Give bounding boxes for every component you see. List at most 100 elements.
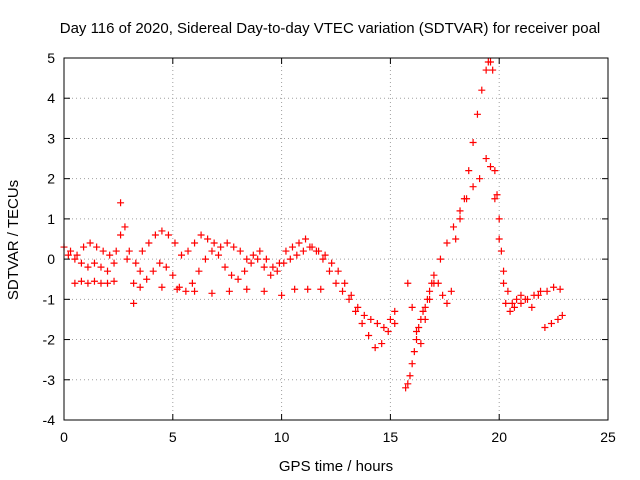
data-point (214, 251, 222, 259)
data-point (469, 138, 477, 146)
data-point (260, 263, 268, 271)
axis-ticks (63, 57, 609, 421)
data-point (106, 251, 114, 259)
y-tick-label: 1 (47, 211, 55, 227)
x-tick-label: 25 (600, 429, 616, 445)
data-point (64, 251, 72, 259)
data-point (67, 247, 75, 255)
data-point (278, 291, 286, 299)
data-point (456, 215, 464, 223)
y-tick-label: 4 (47, 90, 55, 106)
data-point (486, 58, 494, 66)
data-point (269, 263, 277, 271)
data-point (130, 299, 138, 307)
data-point (317, 285, 325, 293)
data-point (360, 311, 368, 319)
data-point (158, 283, 166, 291)
x-tick-label: 0 (60, 429, 68, 445)
data-point (491, 167, 499, 175)
data-point (521, 295, 529, 303)
data-point (132, 259, 140, 267)
data-point (550, 283, 558, 291)
data-point (493, 191, 501, 199)
data-point (386, 315, 394, 323)
x-tick-label: 20 (491, 429, 507, 445)
grid-lines (64, 58, 608, 420)
data-point (256, 247, 264, 255)
data-point (93, 243, 101, 251)
data-point (328, 259, 336, 267)
data-point (299, 247, 307, 255)
data-point (293, 251, 301, 259)
data-point (110, 277, 118, 285)
data-point (143, 275, 151, 283)
data-point (110, 259, 118, 267)
data-point (367, 315, 375, 323)
data-point (419, 307, 427, 315)
tick-labels: 0 5 10 15 20 25 -4 -3 -2 -1 0 1 2 3 4 5 (43, 50, 616, 445)
data-point (162, 263, 170, 271)
data-point (478, 86, 486, 94)
data-point (473, 110, 481, 118)
data-point (169, 271, 177, 279)
data-point (306, 243, 314, 251)
y-tick-label: -2 (43, 332, 56, 348)
data-point (77, 277, 85, 285)
data-point (513, 295, 521, 303)
data-point (321, 251, 329, 259)
data-point (452, 235, 460, 243)
y-tick-label: 3 (47, 130, 55, 146)
data-point (547, 319, 555, 327)
data-point (136, 283, 144, 291)
data-point (267, 271, 275, 279)
data-point (426, 295, 434, 303)
data-point (84, 279, 92, 287)
data-point (173, 285, 181, 293)
data-point (197, 231, 205, 239)
data-point (489, 66, 497, 74)
data-point (125, 247, 133, 255)
y-tick-label: 5 (47, 50, 55, 66)
data-point (332, 279, 340, 287)
data-point (430, 279, 438, 287)
data-point (71, 255, 79, 263)
data-point (421, 315, 429, 323)
data-point (517, 291, 525, 299)
data-point (391, 307, 399, 315)
data-point (415, 323, 423, 331)
y-axis-label: SDTVAR / TECUs (5, 180, 22, 300)
data-point (373, 319, 381, 327)
data-points (60, 58, 566, 392)
data-point (421, 303, 429, 311)
data-point (80, 243, 88, 251)
data-point (558, 311, 566, 319)
data-point (273, 267, 281, 275)
x-tick-label: 5 (169, 429, 177, 445)
x-tick-label: 10 (274, 429, 290, 445)
data-point (121, 223, 129, 231)
data-point (402, 384, 410, 392)
data-point (136, 267, 144, 275)
chart-title: Day 116 of 2020, Sidereal Day-to-day VTE… (60, 20, 601, 37)
data-point (341, 279, 349, 287)
data-point (500, 279, 508, 287)
data-point (182, 287, 190, 295)
data-point (204, 235, 212, 243)
data-point (543, 287, 551, 295)
data-point (123, 255, 131, 263)
data-point (410, 348, 418, 356)
data-point (371, 344, 379, 352)
data-point (302, 235, 310, 243)
data-point (99, 247, 107, 255)
y-tick-label: -4 (43, 412, 56, 428)
data-point (97, 263, 105, 271)
data-point (476, 175, 484, 183)
data-point (73, 251, 81, 259)
data-point (130, 279, 138, 287)
data-point (286, 255, 294, 263)
data-point (391, 319, 399, 327)
data-point (430, 271, 438, 279)
data-point (149, 267, 157, 275)
y-tick-label: -1 (43, 291, 56, 307)
data-point (556, 285, 564, 293)
